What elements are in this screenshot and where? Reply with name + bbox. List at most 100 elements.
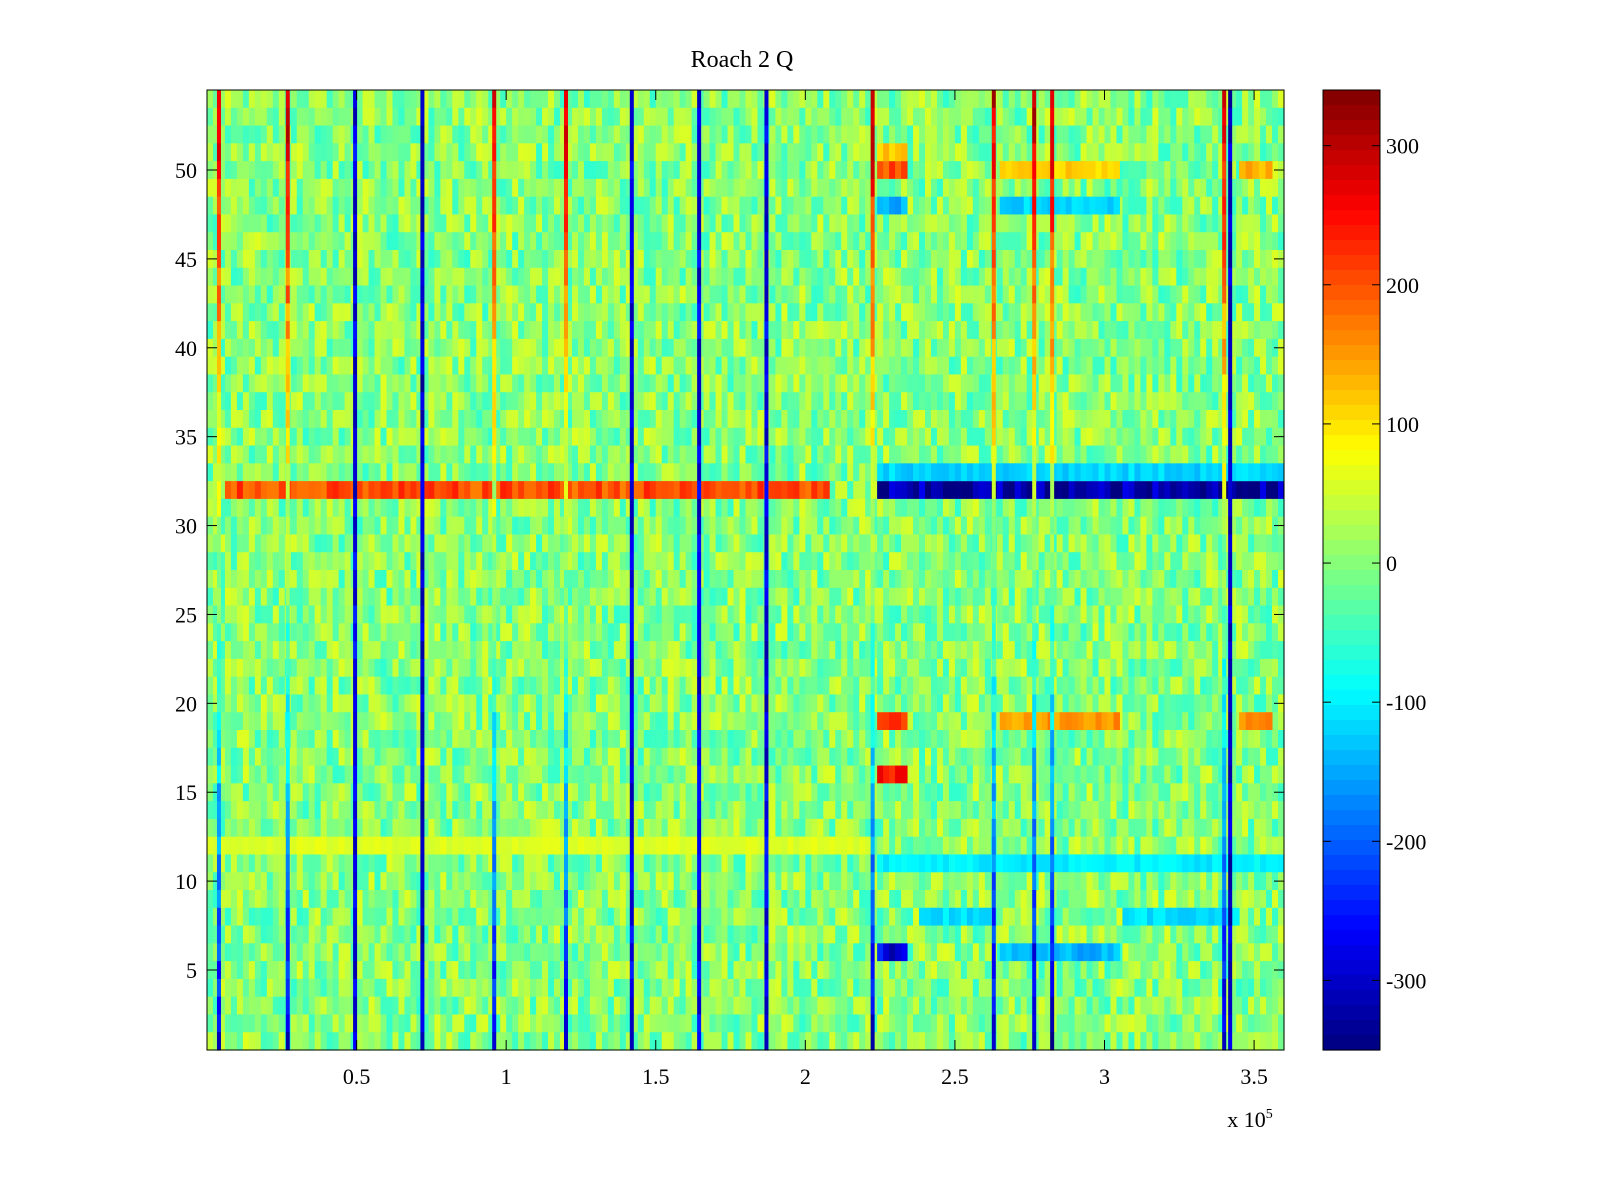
heatmap-cell	[751, 303, 759, 322]
heatmap-cell	[601, 196, 609, 216]
heatmap-cell	[290, 250, 298, 269]
heatmap-cell	[607, 125, 615, 144]
heatmap-cell	[302, 90, 310, 109]
heatmap-cell	[506, 214, 513, 233]
heatmap-cell	[386, 125, 394, 144]
heatmap-cell	[1086, 338, 1094, 358]
heatmap-cell	[733, 107, 741, 127]
heatmap-cell	[1218, 392, 1225, 411]
heatmap-cell	[948, 250, 956, 269]
heatmap-cell	[954, 125, 962, 144]
heatmap-cell	[1002, 516, 1010, 536]
heatmap-cell	[542, 125, 549, 144]
heatmap-cell	[631, 214, 639, 233]
heatmap-cell	[416, 516, 423, 536]
heatmap-cell	[1260, 516, 1267, 536]
heatmap-cell	[841, 250, 848, 269]
heatmap-cell	[410, 90, 418, 109]
heatmap-cell	[530, 516, 537, 536]
heatmap-cell	[242, 267, 250, 287]
heatmap-cell	[1266, 338, 1273, 358]
heatmap-cell	[1110, 356, 1118, 376]
heatmap-cell	[392, 107, 400, 127]
heatmap-cell	[1254, 143, 1261, 162]
heatmap-cell	[1038, 374, 1046, 393]
heatmap-cell	[326, 125, 334, 144]
heatmap-cell	[1242, 410, 1249, 429]
heatmap-cell	[470, 410, 477, 429]
heatmap-cell	[248, 463, 256, 482]
heatmap-cell	[984, 178, 992, 198]
heatmap-cell	[458, 534, 465, 553]
heatmap-cell	[362, 552, 370, 571]
heatmap-cell	[661, 516, 669, 536]
heatmap-cell	[877, 374, 884, 393]
heatmap-cell	[476, 321, 483, 340]
heatmap-cell	[859, 143, 866, 162]
heatmap-cell	[458, 107, 465, 127]
heatmap-cell	[566, 90, 573, 109]
heatmap-cell	[446, 143, 453, 162]
chart-title: Roach 2 Q	[691, 47, 794, 73]
heatmap-cell	[416, 196, 423, 216]
heatmap-cell	[649, 392, 657, 411]
heatmap-cell	[583, 107, 591, 127]
heatmap-cell	[1074, 303, 1082, 322]
heatmap-cell	[1134, 125, 1141, 144]
heatmap-cell	[745, 463, 753, 482]
heatmap-cell	[727, 338, 735, 358]
heatmap-cell	[583, 321, 591, 340]
heatmap-cell	[434, 356, 441, 376]
heatmap-cell	[595, 356, 603, 376]
heatmap-cell	[1194, 143, 1201, 162]
heatmap-cell	[416, 410, 423, 429]
heatmap-cell	[745, 303, 753, 322]
heatmap-cell	[1152, 214, 1159, 233]
heatmap-cell	[236, 232, 244, 251]
heatmap-cell	[1014, 410, 1022, 429]
heatmap-cell	[1080, 178, 1088, 198]
heatmap-cell	[960, 303, 968, 322]
heatmap-cell	[1086, 303, 1094, 322]
heatmap-cell	[745, 178, 753, 198]
heatmap-cell	[548, 356, 555, 376]
heatmap-cell	[242, 570, 250, 589]
heatmap-cell	[236, 356, 244, 376]
heatmap-cell	[1248, 321, 1255, 340]
heatmap-cell	[518, 250, 525, 269]
heatmap-cell	[1110, 410, 1118, 429]
heatmap-cell	[942, 250, 950, 269]
heatmap-cell	[476, 338, 483, 358]
heatmap-cell	[769, 374, 777, 393]
heatmap-cell	[643, 570, 651, 589]
heatmap-cell	[1164, 232, 1171, 251]
heatmap-cell	[374, 534, 382, 553]
heatmap-cell	[793, 161, 800, 180]
heatmap-cell	[613, 161, 621, 180]
heatmap-cell	[799, 356, 806, 376]
heatmap-cell	[793, 178, 800, 198]
heatmap-cell	[589, 196, 597, 216]
heatmap-cell	[494, 392, 501, 411]
heatmap-cell	[506, 161, 513, 180]
heatmap-cell	[512, 178, 519, 198]
heatmap-cell	[212, 552, 220, 571]
heatmap-cell	[302, 516, 310, 536]
heatmap-cell	[601, 214, 609, 233]
heatmap-cell	[859, 214, 866, 233]
heatmap-cell	[709, 125, 717, 144]
heatmap-cell	[1038, 107, 1046, 127]
heatmap-cell	[446, 445, 453, 464]
heatmap-cell	[655, 107, 663, 127]
heatmap-cell	[781, 374, 788, 393]
heatmap-cell	[1194, 267, 1201, 287]
heatmap-cell	[1152, 90, 1159, 109]
heatmap-cell	[1146, 321, 1153, 340]
heatmap-cell	[224, 534, 232, 553]
heatmap-cell	[643, 161, 651, 180]
heatmap-cell	[1116, 410, 1124, 429]
heatmap-cell	[948, 534, 956, 553]
heatmap-cell	[673, 410, 681, 429]
heatmap-cell	[428, 498, 435, 518]
heatmap-cell	[434, 534, 441, 553]
